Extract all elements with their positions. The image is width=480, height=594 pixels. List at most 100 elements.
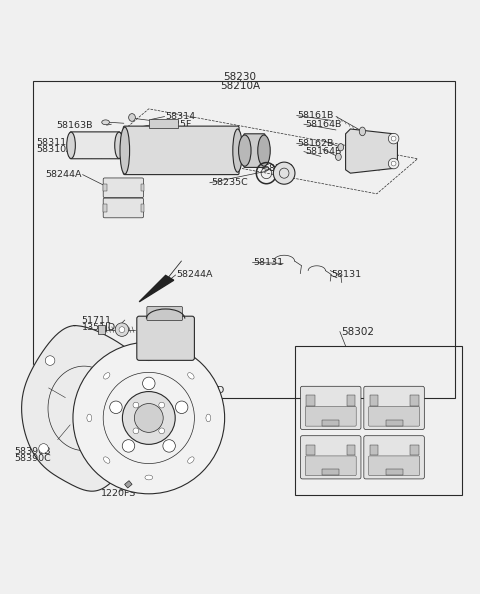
Circle shape xyxy=(175,401,188,413)
FancyBboxPatch shape xyxy=(369,406,420,426)
Ellipse shape xyxy=(188,457,194,463)
Bar xyxy=(103,184,107,191)
FancyBboxPatch shape xyxy=(70,132,120,159)
Bar xyxy=(347,445,355,456)
Ellipse shape xyxy=(129,113,135,121)
Text: 58131: 58131 xyxy=(253,258,284,267)
Bar xyxy=(33,81,455,398)
FancyBboxPatch shape xyxy=(305,456,356,476)
Circle shape xyxy=(391,161,396,166)
Circle shape xyxy=(45,356,55,365)
FancyBboxPatch shape xyxy=(369,456,420,476)
FancyBboxPatch shape xyxy=(244,134,265,168)
FancyBboxPatch shape xyxy=(305,406,356,426)
Text: 58161B: 58161B xyxy=(298,111,334,120)
Text: 58311: 58311 xyxy=(36,138,66,147)
Circle shape xyxy=(391,136,396,141)
Text: 58244A: 58244A xyxy=(46,170,82,179)
Text: 58164B: 58164B xyxy=(305,120,341,129)
Polygon shape xyxy=(139,276,174,302)
FancyBboxPatch shape xyxy=(364,436,424,479)
Bar xyxy=(149,119,178,128)
Text: 58125F: 58125F xyxy=(156,120,192,129)
Text: 58233: 58233 xyxy=(263,164,293,173)
FancyBboxPatch shape xyxy=(137,316,194,361)
Ellipse shape xyxy=(359,127,366,135)
FancyBboxPatch shape xyxy=(147,307,182,321)
Circle shape xyxy=(122,391,175,444)
Ellipse shape xyxy=(120,127,130,174)
Ellipse shape xyxy=(104,457,110,463)
Bar xyxy=(410,445,419,456)
Ellipse shape xyxy=(115,132,123,159)
Text: 58164B: 58164B xyxy=(305,147,341,156)
Bar xyxy=(322,420,339,426)
Text: 58125: 58125 xyxy=(156,127,186,136)
Ellipse shape xyxy=(233,129,242,172)
Circle shape xyxy=(134,403,163,432)
Bar xyxy=(385,469,403,475)
Ellipse shape xyxy=(336,153,341,160)
Ellipse shape xyxy=(206,414,211,422)
Text: 58163B: 58163B xyxy=(57,121,93,129)
Circle shape xyxy=(133,402,139,408)
Circle shape xyxy=(110,401,122,413)
Text: 51711: 51711 xyxy=(82,315,111,324)
Bar xyxy=(370,396,378,406)
Text: 58390B: 58390B xyxy=(14,447,51,456)
Text: 58302: 58302 xyxy=(341,327,374,337)
Ellipse shape xyxy=(145,356,153,361)
Bar xyxy=(410,396,419,406)
Polygon shape xyxy=(22,326,161,491)
Circle shape xyxy=(115,323,129,336)
Ellipse shape xyxy=(338,144,344,151)
FancyBboxPatch shape xyxy=(300,386,361,429)
Circle shape xyxy=(388,158,399,169)
Text: 58244A: 58244A xyxy=(177,270,213,279)
Circle shape xyxy=(159,428,165,434)
Ellipse shape xyxy=(145,475,153,480)
Bar xyxy=(295,346,462,495)
Circle shape xyxy=(39,444,48,453)
Bar xyxy=(141,184,144,191)
Bar xyxy=(385,420,403,426)
Circle shape xyxy=(119,327,125,333)
Circle shape xyxy=(388,133,399,144)
Ellipse shape xyxy=(104,372,110,379)
Bar xyxy=(141,204,144,211)
Circle shape xyxy=(133,428,139,434)
Circle shape xyxy=(113,451,123,461)
Bar xyxy=(322,469,339,475)
Bar xyxy=(125,481,132,488)
Bar xyxy=(370,445,378,456)
FancyBboxPatch shape xyxy=(300,436,361,479)
Text: 1351JD: 1351JD xyxy=(82,323,116,331)
Text: 58235C: 58235C xyxy=(211,178,248,187)
Circle shape xyxy=(73,342,225,494)
Bar xyxy=(98,326,105,334)
Circle shape xyxy=(159,402,165,408)
Bar xyxy=(103,204,107,211)
Text: 58314: 58314 xyxy=(166,112,196,121)
FancyBboxPatch shape xyxy=(123,126,239,175)
Ellipse shape xyxy=(102,120,109,125)
Circle shape xyxy=(122,440,135,452)
Text: 58162B: 58162B xyxy=(298,139,334,148)
Ellipse shape xyxy=(239,135,251,166)
Ellipse shape xyxy=(188,372,194,379)
Text: 1220FS: 1220FS xyxy=(101,489,137,498)
Circle shape xyxy=(120,364,129,373)
Bar xyxy=(306,445,315,456)
Text: 58411D: 58411D xyxy=(187,386,225,395)
Text: 58390C: 58390C xyxy=(14,454,51,463)
Polygon shape xyxy=(346,129,397,173)
FancyBboxPatch shape xyxy=(103,198,144,218)
Ellipse shape xyxy=(258,135,270,166)
Ellipse shape xyxy=(87,414,92,422)
Circle shape xyxy=(143,377,155,390)
Text: 58230: 58230 xyxy=(224,72,256,83)
Text: 58310A: 58310A xyxy=(36,145,72,154)
Circle shape xyxy=(163,440,175,452)
Ellipse shape xyxy=(273,162,295,184)
Text: 58210A: 58210A xyxy=(220,81,260,90)
